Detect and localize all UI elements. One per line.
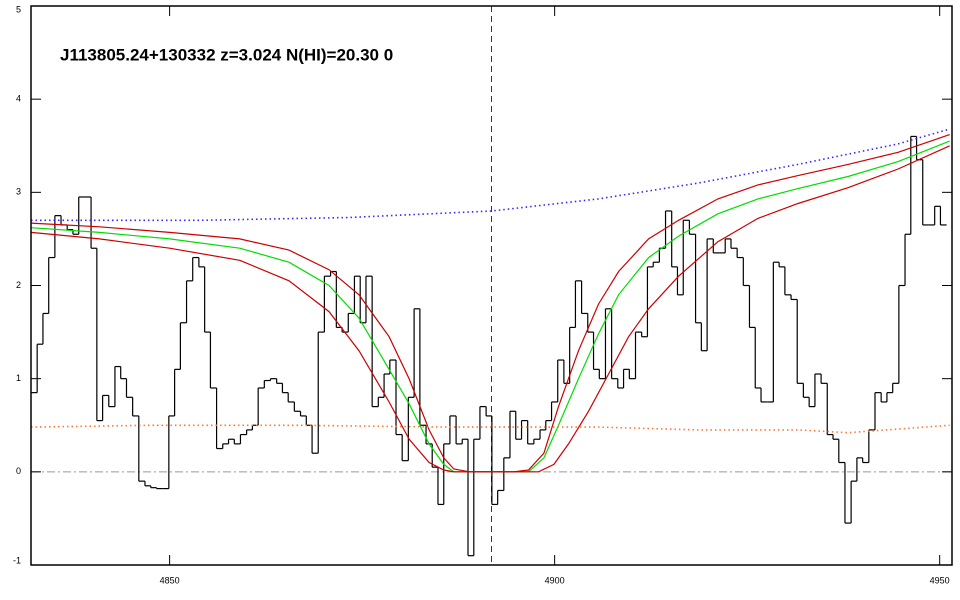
y-tick-label: 5 (16, 4, 21, 14)
x-tick-label: 4900 (545, 575, 565, 585)
y-tick-label: 3 (16, 187, 21, 197)
continuum-line (31, 128, 950, 222)
y-tick-label: 1 (16, 373, 21, 383)
y-tick-label: 2 (16, 280, 21, 290)
y-tick-label: 0 (16, 466, 21, 476)
plot-area (31, 6, 952, 565)
chart-title: J113805.24+130332 z=3.024 N(HI)=20.30 0 (60, 45, 393, 64)
model-line (31, 140, 950, 473)
y-tick-label: 4 (16, 94, 21, 104)
model-line (31, 145, 950, 473)
x-tick-label: 4850 (160, 575, 180, 585)
x-tick-label: 4950 (930, 575, 950, 585)
continuum-line (31, 424, 950, 434)
model-line (31, 134, 950, 473)
y-tick-label: -1 (13, 555, 21, 565)
